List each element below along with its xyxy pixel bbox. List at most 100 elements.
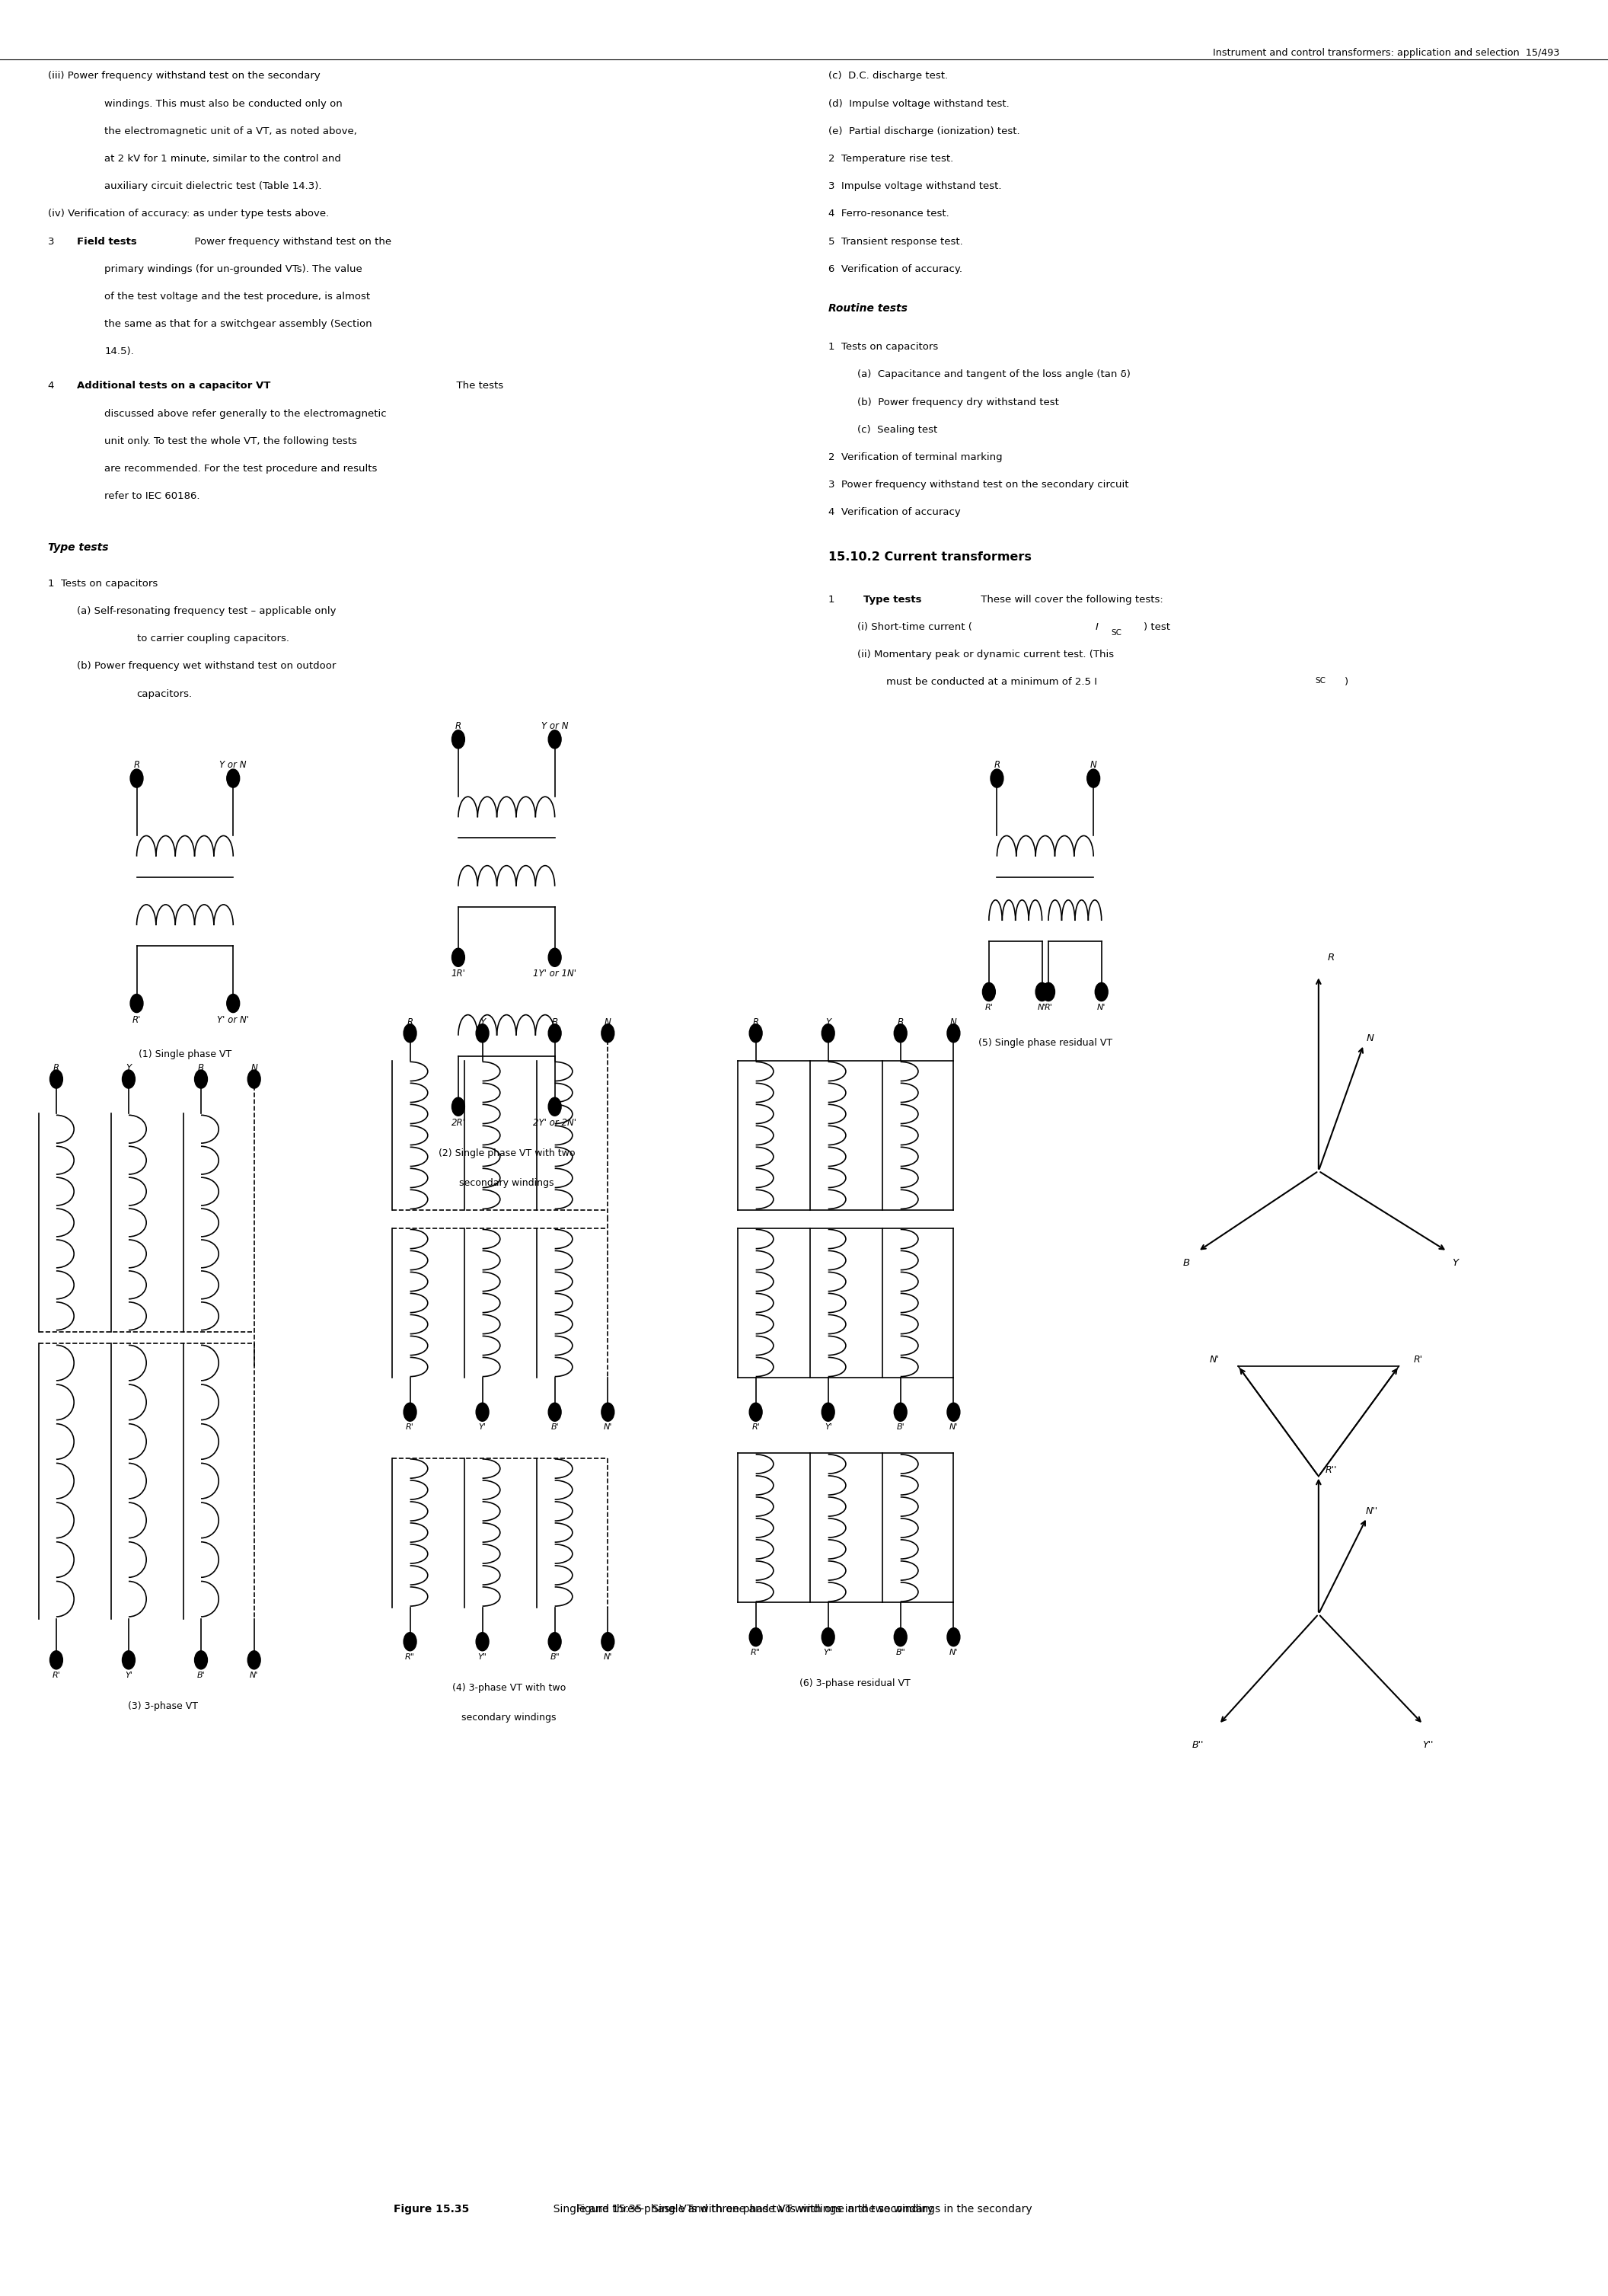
Text: (c)  D.C. discharge test.: (c) D.C. discharge test.	[828, 71, 947, 80]
Circle shape	[227, 994, 240, 1013]
Text: secondary windings: secondary windings	[461, 1713, 556, 1722]
Text: These will cover the following tests:: These will cover the following tests:	[978, 595, 1163, 604]
Text: N: N	[950, 1017, 957, 1026]
Text: Power frequency withstand test on the: Power frequency withstand test on the	[188, 236, 391, 246]
Circle shape	[991, 769, 1003, 788]
Text: B: B	[1183, 1258, 1190, 1267]
Text: 4  Ferro-resonance test.: 4 Ferro-resonance test.	[828, 209, 949, 218]
Text: (6) 3-phase residual VT: (6) 3-phase residual VT	[799, 1678, 910, 1688]
Text: Y': Y'	[125, 1671, 132, 1678]
Text: B: B	[897, 1017, 904, 1026]
Text: I: I	[1095, 622, 1098, 631]
Circle shape	[749, 1403, 762, 1421]
Text: (a)  Capacitance and tangent of the loss angle (tan δ): (a) Capacitance and tangent of the loss …	[857, 370, 1130, 379]
Text: 1: 1	[828, 595, 841, 604]
Circle shape	[195, 1070, 207, 1088]
Text: N': N'	[1037, 1003, 1047, 1010]
Text: R': R'	[751, 1424, 761, 1430]
Circle shape	[476, 1024, 489, 1042]
Text: 6  Verification of accuracy.: 6 Verification of accuracy.	[828, 264, 962, 273]
Text: Y': Y'	[479, 1424, 486, 1430]
Circle shape	[122, 1651, 135, 1669]
Circle shape	[50, 1651, 63, 1669]
Circle shape	[822, 1628, 835, 1646]
Circle shape	[894, 1024, 907, 1042]
Text: 2Y' or 2N': 2Y' or 2N'	[534, 1118, 576, 1127]
Circle shape	[50, 1070, 63, 1088]
Text: Y": Y"	[823, 1649, 833, 1655]
Circle shape	[548, 1632, 561, 1651]
Text: discussed above refer generally to the electromagnetic: discussed above refer generally to the e…	[105, 409, 386, 418]
Text: 1R': 1R'	[452, 969, 465, 978]
Text: unit only. To test the whole VT, the following tests: unit only. To test the whole VT, the fol…	[105, 436, 357, 445]
Text: Single and three-phase VTs with one and two windings in the secondary: Single and three-phase VTs with one and …	[547, 2204, 933, 2216]
Text: Y: Y	[1452, 1258, 1458, 1267]
Text: Y' or N': Y' or N'	[217, 1015, 249, 1024]
Text: (iv) Verification of accuracy: as under type tests above.: (iv) Verification of accuracy: as under …	[48, 209, 330, 218]
Circle shape	[1036, 983, 1048, 1001]
Text: N: N	[1090, 760, 1097, 769]
Text: windings. This must also be conducted only on: windings. This must also be conducted on…	[105, 99, 343, 108]
Text: to carrier coupling capacitors.: to carrier coupling capacitors.	[137, 634, 289, 643]
Text: B: B	[198, 1063, 204, 1072]
Circle shape	[822, 1024, 835, 1042]
Circle shape	[452, 730, 465, 748]
Text: (2) Single phase VT with two: (2) Single phase VT with two	[439, 1148, 574, 1157]
Text: 3: 3	[48, 236, 61, 246]
Text: N': N'	[949, 1649, 958, 1655]
Text: Y': Y'	[825, 1424, 831, 1430]
Text: Field tests: Field tests	[77, 236, 137, 246]
Text: (4) 3-phase VT with two: (4) 3-phase VT with two	[452, 1683, 566, 1692]
Text: (b) Power frequency wet withstand test on outdoor: (b) Power frequency wet withstand test o…	[77, 661, 336, 670]
Text: 3  Power frequency withstand test on the secondary circuit: 3 Power frequency withstand test on the …	[828, 480, 1129, 489]
Circle shape	[227, 769, 240, 788]
Text: Instrument and control transformers: application and selection  15/493: Instrument and control transformers: app…	[1212, 48, 1560, 57]
Text: 15.10.2 Current transformers: 15.10.2 Current transformers	[828, 551, 1031, 563]
Circle shape	[822, 1403, 835, 1421]
Text: 3  Impulse voltage withstand test.: 3 Impulse voltage withstand test.	[828, 181, 1002, 191]
Text: R': R'	[1044, 1003, 1053, 1010]
Text: R": R"	[405, 1653, 415, 1660]
Circle shape	[130, 994, 143, 1013]
Text: R': R'	[51, 1671, 61, 1678]
Text: Y or N: Y or N	[220, 760, 246, 769]
Circle shape	[404, 1403, 416, 1421]
Text: 4: 4	[48, 381, 61, 390]
Text: R: R	[407, 1017, 413, 1026]
Text: N': N'	[1097, 1003, 1106, 1010]
Circle shape	[1095, 983, 1108, 1001]
Text: Y": Y"	[478, 1653, 487, 1660]
Text: N': N'	[603, 1424, 613, 1430]
Text: 5  Transient response test.: 5 Transient response test.	[828, 236, 963, 246]
Circle shape	[548, 1403, 561, 1421]
Circle shape	[982, 983, 995, 1001]
Text: auxiliary circuit dielectric test (Table 14.3).: auxiliary circuit dielectric test (Table…	[105, 181, 322, 191]
Text: 1  Tests on capacitors: 1 Tests on capacitors	[828, 342, 937, 351]
Circle shape	[601, 1403, 614, 1421]
Text: (i) Short-time current (: (i) Short-time current (	[857, 622, 971, 631]
Circle shape	[248, 1070, 260, 1088]
Circle shape	[548, 1097, 561, 1116]
Text: R: R	[994, 760, 1000, 769]
Text: N: N	[251, 1063, 257, 1072]
Circle shape	[749, 1024, 762, 1042]
Text: the electromagnetic unit of a VT, as noted above,: the electromagnetic unit of a VT, as not…	[105, 126, 357, 135]
Circle shape	[404, 1632, 416, 1651]
Text: (iii) Power frequency withstand test on the secondary: (iii) Power frequency withstand test on …	[48, 71, 320, 80]
Text: B: B	[552, 1017, 558, 1026]
Text: Additional tests on a capacitor VT: Additional tests on a capacitor VT	[77, 381, 270, 390]
Text: ): )	[1344, 677, 1348, 687]
Text: (a) Self-resonating frequency test – applicable only: (a) Self-resonating frequency test – app…	[77, 606, 336, 615]
Text: are recommended. For the test procedure and results: are recommended. For the test procedure …	[105, 464, 378, 473]
Text: N'': N''	[1365, 1506, 1378, 1515]
Text: R': R'	[984, 1003, 994, 1010]
Circle shape	[548, 1024, 561, 1042]
Text: N: N	[1367, 1033, 1373, 1042]
Text: N': N'	[603, 1653, 613, 1660]
Circle shape	[476, 1403, 489, 1421]
Text: R': R'	[132, 1015, 142, 1024]
Circle shape	[548, 730, 561, 748]
Text: (d)  Impulse voltage withstand test.: (d) Impulse voltage withstand test.	[828, 99, 1010, 108]
Text: the same as that for a switchgear assembly (Section: the same as that for a switchgear assemb…	[105, 319, 371, 328]
Circle shape	[947, 1024, 960, 1042]
